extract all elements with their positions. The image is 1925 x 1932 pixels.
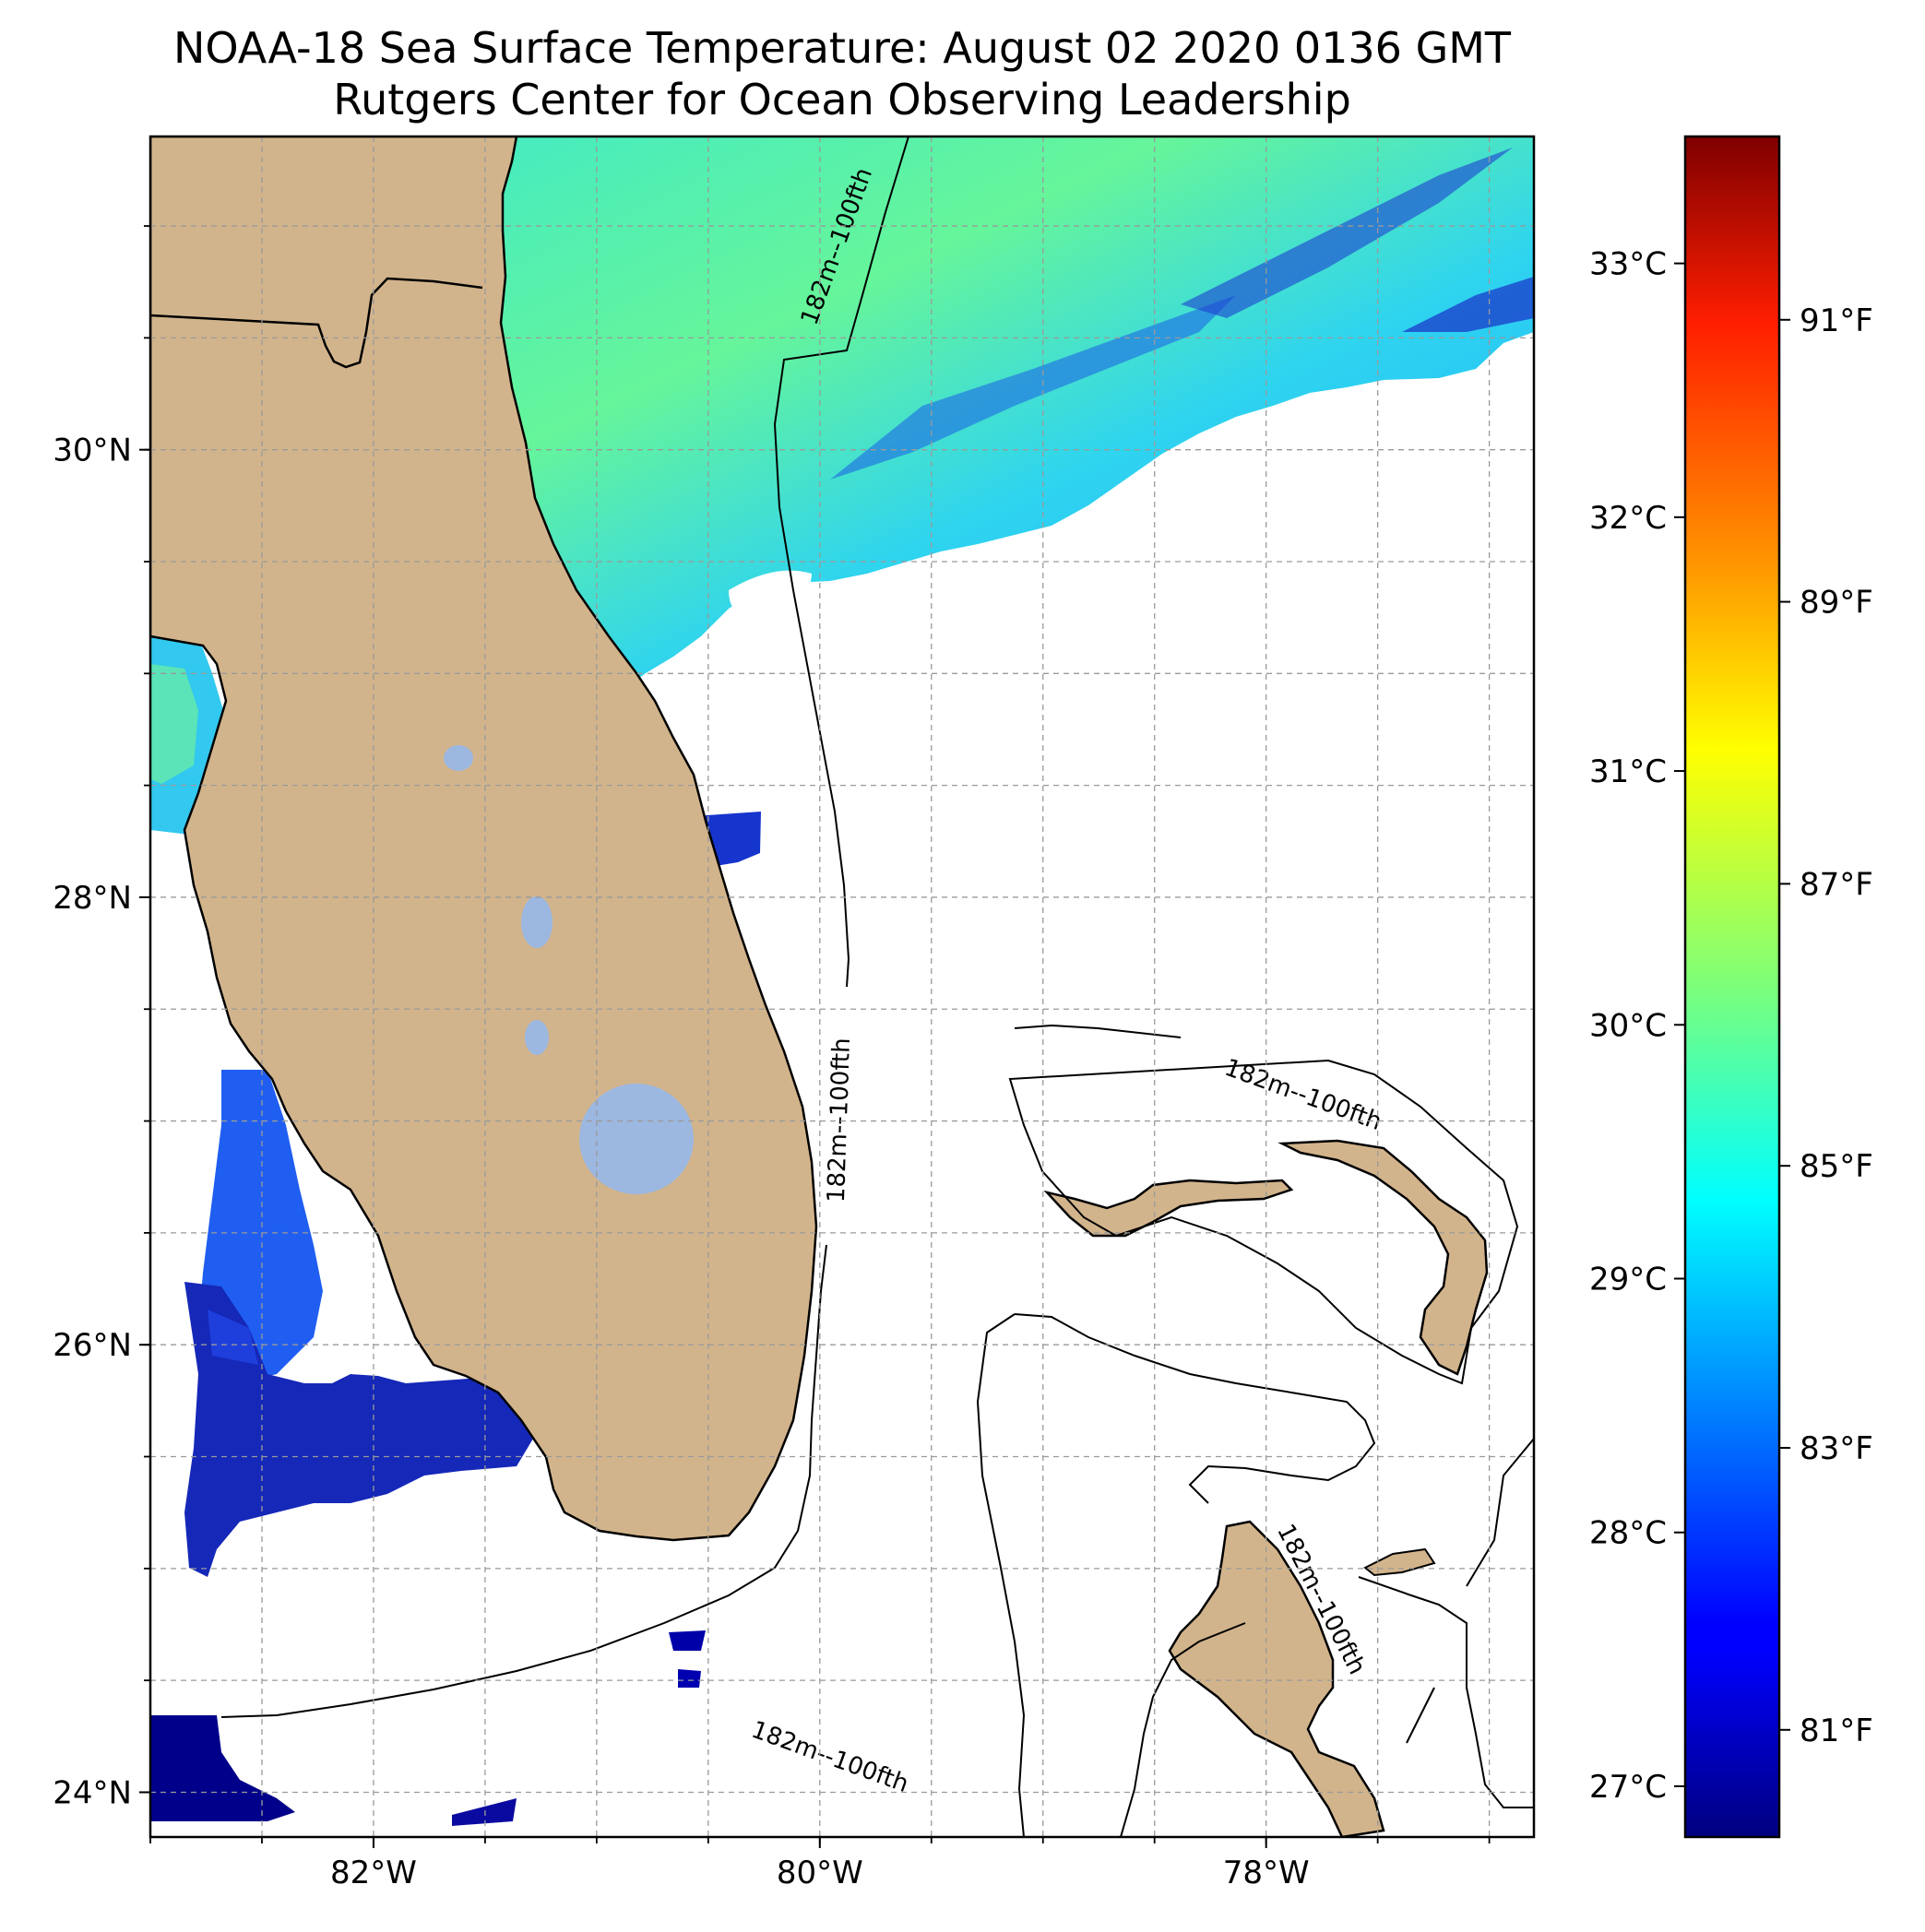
lon-tick-label: 78°W [1223,1855,1310,1891]
bathymetry-contours [220,136,1534,1837]
land-berry-islands [1363,1547,1436,1577]
celsius-tick-label: 27°C [1589,1769,1667,1806]
fahrenheit-tick-label: 87°F [1800,866,1873,903]
sst-region-north-atlantic [327,136,1534,712]
land-andros [1168,1520,1385,1837]
contour-label: 182m--100fth [1221,1054,1385,1136]
contour-label: 182m--100fth [748,1716,912,1798]
lat-tick-label: 24°N [53,1774,132,1811]
map-subtitle: Rutgers Center for Ocean Observing Leade… [333,75,1351,124]
lon-tick-label: 82°W [330,1855,417,1891]
colorbar-ticks: 27°C 28°C 29°C 30°C 31°C 32°C 33°C 81°F 83°F 85°F… [1589,246,1873,1806]
fahrenheit-tick-label: 91°F [1800,302,1873,339]
lon-tick-label: 80°W [777,1855,863,1891]
lake-okeechobee [579,1084,694,1194]
sst-region-gulf-south [150,1070,706,1826]
fahrenheit-tick-label: 89°F [1800,585,1873,622]
lat-tick-label: 28°N [53,880,132,917]
lat-tick-label: 26°N [53,1327,132,1364]
fahrenheit-tick-label: 83°F [1800,1430,1873,1467]
map-frame [149,135,1536,1839]
fahrenheit-tick-label: 81°F [1800,1713,1873,1749]
celsius-tick-label: 33°C [1589,246,1667,283]
lake-kissimmee [521,896,553,948]
land-abaco [1277,1139,1489,1376]
land-grand-bahama [1043,1179,1294,1238]
map-title: NOAA-18 Sea Surface Temperature: August … [172,23,1511,73]
colorbar [1683,135,1781,1839]
celsius-tick-label: 28°C [1589,1515,1667,1552]
celsius-tick-label: 32°C [1589,500,1667,537]
fahrenheit-tick-label: 85°F [1800,1148,1873,1185]
celsius-tick-label: 31°C [1589,753,1667,790]
lat-tick-label: 30°N [53,433,132,469]
contour-label: 182m--100fth [823,1037,856,1203]
gridlines [150,136,1534,1837]
lake-istokpoga [525,1020,549,1055]
lake-george [444,745,473,771]
celsius-tick-label: 30°C [1589,1007,1667,1044]
celsius-tick-label: 29°C [1589,1262,1667,1298]
state-border [150,277,483,369]
map-axes-ticks: 82°W 80°W 78°W 24°N 26°N 28°N 30°N [53,225,1491,1891]
